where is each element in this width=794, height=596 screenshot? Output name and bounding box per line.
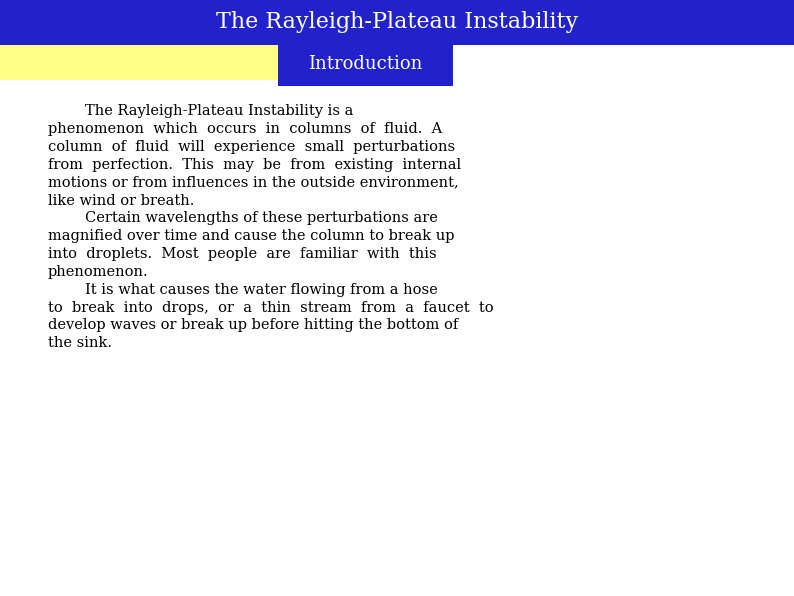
Text: The Rayleigh-Plateau Instability is a
phenomenon  which  occurs  in  columns  of: The Rayleigh-Plateau Instability is a ph…: [48, 104, 493, 350]
Bar: [0, 0, 794, 45]
Bar: [278, 42, 453, 86]
Bar: [0, 45, 453, 80]
Text: The Rayleigh-Plateau Instability: The Rayleigh-Plateau Instability: [216, 11, 578, 33]
Text: Introduction: Introduction: [308, 55, 422, 73]
